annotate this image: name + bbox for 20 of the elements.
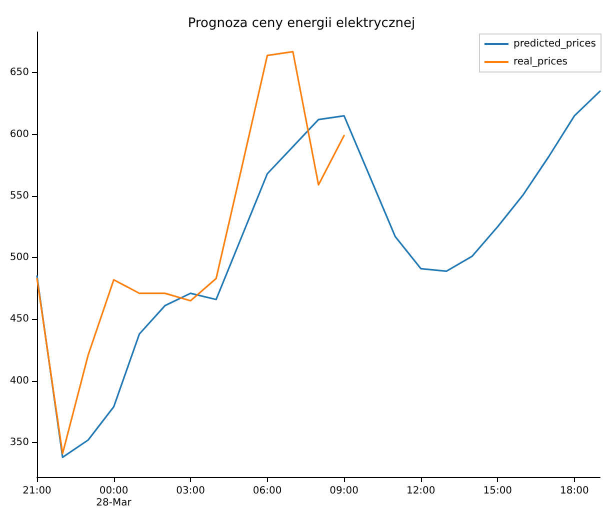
chart-title: Prognoza ceny energii elektrycznej (188, 16, 416, 31)
line-series (36, 50, 345, 454)
y-tick-label: 550 (10, 190, 29, 202)
x-tick-label: 09:00 (330, 486, 359, 496)
x-tick-label: 21:00 (22, 486, 52, 496)
y-tick-label: 450 (10, 314, 29, 325)
y-tick-label: 400 (10, 375, 29, 386)
x-tick-label: 06:00 (252, 486, 282, 496)
y-tick-label: 650 (10, 67, 29, 78)
y-tick-label: 350 (10, 436, 29, 448)
line-series (36, 90, 601, 458)
legend-label: predicted_prices (513, 38, 596, 50)
x-tick-label: 12:00 (406, 486, 436, 496)
legend-label: real_prices (513, 56, 568, 68)
y-tick-label: 500 (10, 252, 29, 264)
x-tick-label: 15:00 (483, 486, 512, 496)
y-tick-label: 600 (10, 128, 29, 140)
x-tick-label: 00:00 28-Mar (96, 486, 132, 508)
x-tick-label: 03:00 (176, 486, 205, 496)
x-tick-label: 18:00 (560, 486, 589, 496)
